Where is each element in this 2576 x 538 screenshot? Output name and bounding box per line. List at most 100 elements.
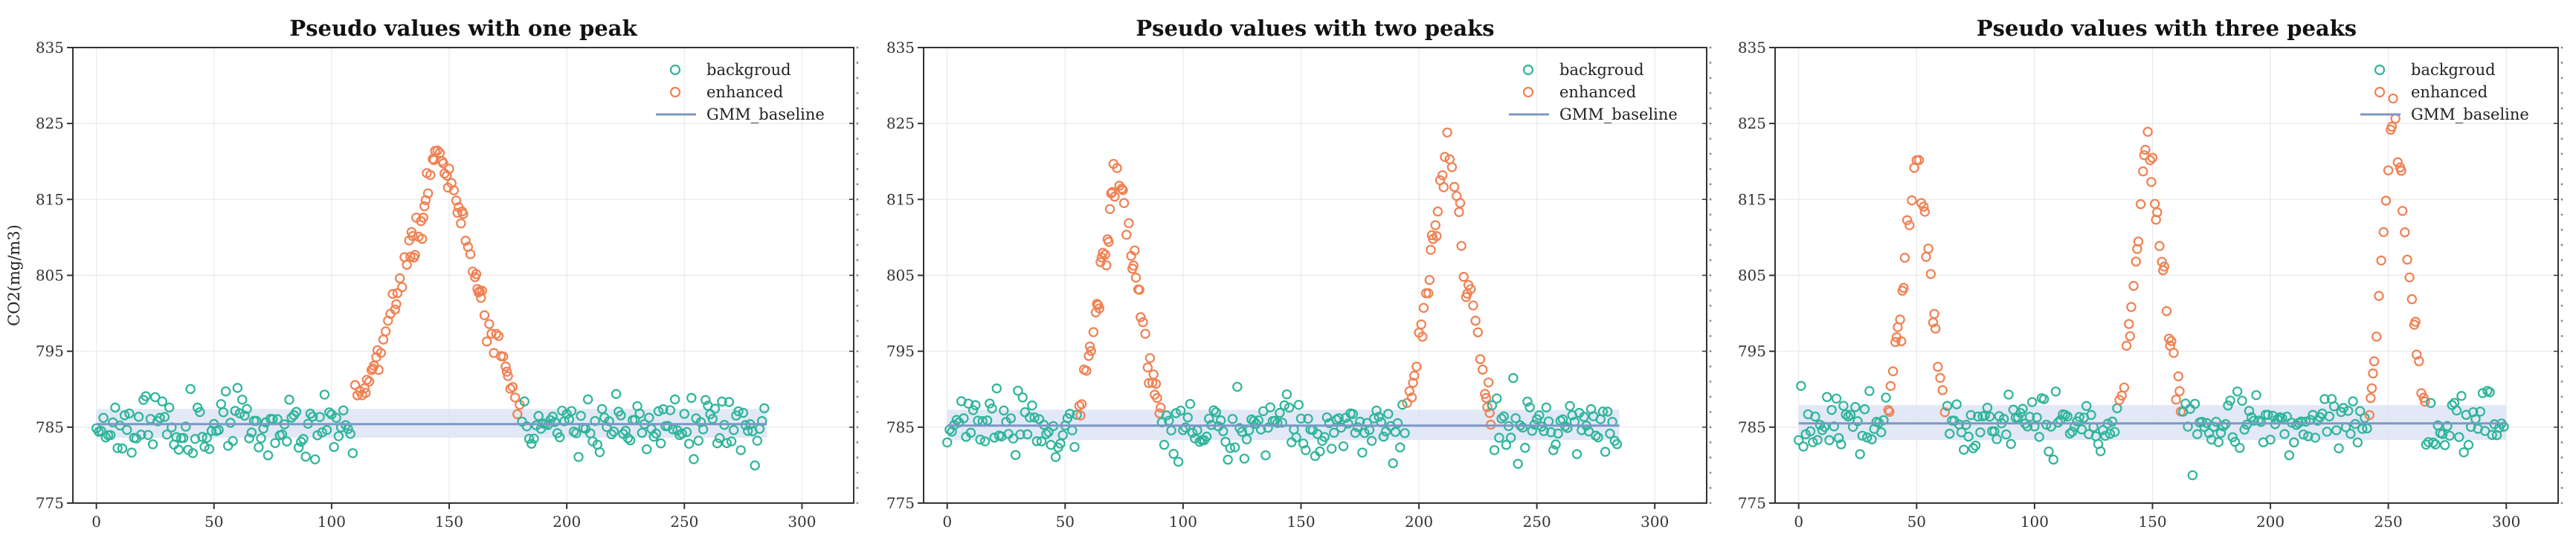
enhanced-point bbox=[458, 209, 468, 219]
background-point bbox=[2044, 446, 2054, 457]
enhanced-point bbox=[1446, 162, 1458, 172]
x-tick-label: 0 bbox=[1794, 513, 1803, 531]
x-tick-label: 250 bbox=[1523, 513, 1551, 531]
background-point bbox=[533, 411, 544, 421]
background-point bbox=[2003, 389, 2014, 400]
enhanced-point bbox=[378, 334, 389, 345]
enhanced-point bbox=[1937, 385, 1948, 395]
enhanced-point bbox=[2364, 409, 2374, 421]
background-point bbox=[1182, 412, 1193, 423]
background-point bbox=[2048, 454, 2058, 465]
background-point bbox=[2038, 394, 2049, 404]
legend-label-baseline: GMM_baseline bbox=[2411, 106, 2529, 123]
background-point bbox=[1275, 407, 1285, 418]
background-point bbox=[2477, 388, 2488, 398]
background-point bbox=[1008, 433, 1019, 444]
background-point bbox=[991, 383, 1002, 394]
enhanced-point bbox=[1084, 341, 1095, 351]
background-point bbox=[709, 404, 721, 414]
background-point bbox=[1017, 392, 1028, 403]
background-point bbox=[2076, 424, 2087, 435]
background-point bbox=[602, 421, 612, 432]
minor-tick-dot bbox=[2560, 289, 2563, 292]
enhanced-point bbox=[2171, 395, 2181, 405]
enhanced-point bbox=[2390, 113, 2400, 124]
enhanced-point bbox=[422, 188, 434, 198]
background-point bbox=[246, 427, 257, 438]
minor-tick-dot bbox=[2560, 77, 2563, 80]
background-point bbox=[1798, 441, 1809, 452]
minor-tick-dot bbox=[856, 380, 859, 383]
background-point bbox=[2485, 387, 2495, 398]
background-point bbox=[1513, 458, 1523, 469]
background-point bbox=[1336, 422, 1347, 433]
enhanced-point bbox=[1466, 284, 1476, 294]
x-tick-label: 200 bbox=[2256, 513, 2284, 531]
background-point bbox=[1223, 454, 1233, 465]
background-point bbox=[750, 460, 760, 471]
background-point bbox=[644, 412, 654, 423]
minor-tick-dot bbox=[2560, 411, 2563, 413]
background-point bbox=[527, 438, 537, 449]
minor-tick-dot bbox=[1709, 46, 1712, 49]
enhanced-point bbox=[397, 282, 408, 293]
enhanced-point bbox=[394, 273, 405, 284]
background-point bbox=[2459, 447, 2469, 458]
background-point bbox=[2213, 437, 2224, 447]
background-point bbox=[1548, 445, 1559, 456]
enhanced-point bbox=[1895, 314, 1905, 325]
enhanced-point bbox=[419, 201, 430, 212]
background-point bbox=[606, 429, 616, 440]
background-point bbox=[2074, 412, 2084, 422]
enhanced-point bbox=[1470, 315, 1481, 326]
background-point bbox=[1390, 427, 1401, 437]
background-point bbox=[1229, 442, 1240, 453]
minor-tick-dot bbox=[856, 456, 859, 459]
enhanced-point bbox=[2406, 294, 2418, 305]
background-point bbox=[1265, 402, 1275, 412]
minor-tick-dot bbox=[856, 304, 859, 307]
background-point bbox=[1975, 427, 1986, 438]
y-tick-label: 775 bbox=[36, 494, 64, 512]
enhanced-point bbox=[2121, 340, 2132, 351]
minor-tick-dot bbox=[1709, 441, 1712, 444]
enhanced-point bbox=[2388, 93, 2398, 104]
background-point bbox=[2345, 429, 2356, 439]
background-point bbox=[147, 439, 158, 450]
minor-tick-dot bbox=[1709, 380, 1712, 383]
background-point bbox=[2303, 431, 2313, 441]
enhanced-point bbox=[1477, 364, 1488, 375]
minor-tick-dot bbox=[1709, 198, 1712, 201]
background-point bbox=[136, 430, 146, 440]
background-point bbox=[594, 447, 605, 458]
minor-tick-dot bbox=[856, 152, 859, 155]
enhanced-point bbox=[2376, 255, 2386, 266]
background-point bbox=[234, 408, 245, 418]
enhanced-point bbox=[1896, 336, 1907, 346]
background-point bbox=[2279, 429, 2290, 439]
background-point bbox=[1510, 413, 1521, 424]
background-point bbox=[1605, 428, 1615, 439]
minor-tick-dot bbox=[2560, 46, 2563, 49]
minor-tick-dot bbox=[856, 426, 859, 429]
background-point bbox=[110, 402, 120, 413]
background-point bbox=[2081, 401, 2092, 412]
background-point bbox=[181, 421, 191, 432]
minor-tick-dot bbox=[2560, 107, 2563, 110]
legend-marker-background bbox=[1522, 64, 1534, 76]
enhanced-point bbox=[2166, 336, 2177, 346]
minor-tick-dot bbox=[1709, 152, 1712, 155]
minor-tick-dot bbox=[856, 91, 859, 94]
background-point bbox=[1173, 456, 1184, 467]
background-point bbox=[2095, 446, 2106, 456]
background-point bbox=[1551, 439, 1561, 450]
enhanced-point bbox=[1411, 361, 1422, 372]
background-point bbox=[220, 386, 231, 397]
y-tick-label: 785 bbox=[1738, 418, 1766, 436]
legend-marker-enhanced bbox=[1522, 86, 1534, 98]
x-tick-label: 300 bbox=[2492, 513, 2520, 531]
background-point bbox=[1517, 422, 1528, 433]
enhanced-point bbox=[425, 169, 436, 181]
background-point bbox=[178, 432, 189, 444]
